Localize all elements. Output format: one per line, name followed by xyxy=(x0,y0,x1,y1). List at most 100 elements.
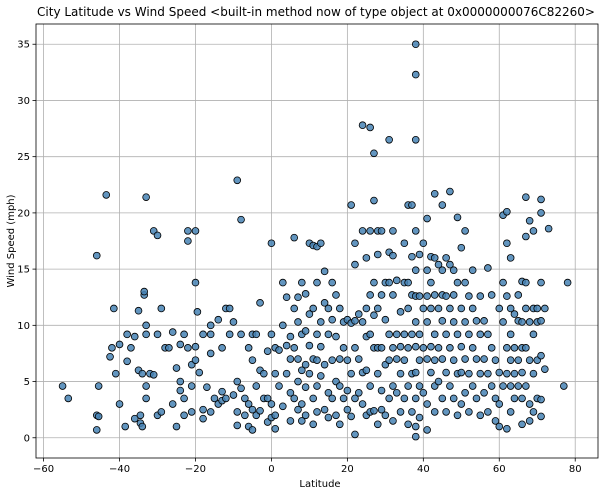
data-point xyxy=(222,394,230,403)
data-point xyxy=(537,278,545,287)
data-point xyxy=(358,121,367,129)
data-point xyxy=(343,356,352,364)
data-point xyxy=(495,304,504,313)
data-point xyxy=(332,411,340,420)
data-point xyxy=(381,315,390,324)
data-point xyxy=(298,400,306,408)
data-point xyxy=(442,292,450,300)
data-point xyxy=(392,388,401,397)
data-point xyxy=(294,318,302,326)
data-point xyxy=(313,408,321,416)
data-point xyxy=(438,394,447,403)
data-point xyxy=(533,304,542,313)
data-point xyxy=(506,408,515,416)
data-point xyxy=(206,349,215,358)
data-point xyxy=(400,330,409,339)
data-point xyxy=(286,388,295,397)
data-point xyxy=(487,291,496,299)
data-point xyxy=(541,365,549,373)
data-point xyxy=(503,369,511,378)
data-point xyxy=(419,239,428,248)
data-point xyxy=(370,278,378,287)
data-point xyxy=(449,291,458,299)
data-point xyxy=(332,291,340,299)
data-point xyxy=(309,394,318,403)
data-point xyxy=(279,402,287,411)
data-point xyxy=(229,318,238,326)
data-point xyxy=(301,290,310,298)
data-point xyxy=(320,360,329,369)
data-point xyxy=(461,355,469,363)
data-point xyxy=(518,318,526,326)
data-point xyxy=(430,356,439,364)
data-point xyxy=(354,355,363,363)
data-point xyxy=(275,382,283,390)
data-point xyxy=(305,310,314,318)
data-point xyxy=(282,341,291,350)
data-point xyxy=(358,227,367,235)
data-point xyxy=(514,382,523,390)
data-point xyxy=(294,377,302,386)
data-point xyxy=(335,420,344,429)
data-point xyxy=(142,193,150,201)
data-point xyxy=(434,344,443,352)
data-point xyxy=(522,232,530,241)
data-point xyxy=(449,356,458,364)
data-point xyxy=(127,344,135,352)
data-point xyxy=(411,342,420,351)
data-point xyxy=(518,394,526,403)
data-point xyxy=(115,340,124,349)
data-point xyxy=(237,330,245,339)
data-point xyxy=(381,411,390,420)
data-point xyxy=(366,382,374,390)
data-point xyxy=(377,386,386,395)
data-point xyxy=(491,394,500,403)
data-point xyxy=(343,405,352,414)
data-point xyxy=(271,424,280,433)
data-point xyxy=(290,344,299,352)
data-point xyxy=(430,254,439,262)
data-point xyxy=(411,266,420,275)
data-point xyxy=(438,317,447,325)
data-point xyxy=(518,420,526,429)
data-point xyxy=(404,304,412,313)
data-point xyxy=(404,382,412,390)
data-point xyxy=(279,321,287,330)
x-tick-label: −60 xyxy=(33,464,54,475)
data-point xyxy=(328,394,336,403)
data-point xyxy=(218,387,226,396)
x-tick-label: 80 xyxy=(569,464,582,475)
data-point xyxy=(385,356,393,364)
data-point xyxy=(157,304,166,313)
data-point xyxy=(503,239,511,248)
data-point xyxy=(210,394,219,403)
data-point xyxy=(58,382,67,390)
data-point xyxy=(142,321,150,330)
data-point xyxy=(434,260,443,269)
data-point xyxy=(191,356,200,364)
data-point xyxy=(522,278,530,287)
data-point xyxy=(263,347,272,355)
data-point xyxy=(449,266,458,275)
data-point xyxy=(468,344,477,352)
data-point xyxy=(396,408,405,416)
y-tick-label: 5 xyxy=(24,377,30,388)
data-point xyxy=(358,400,367,408)
data-point xyxy=(298,417,306,425)
data-point xyxy=(480,355,488,363)
data-point xyxy=(168,400,177,408)
data-point xyxy=(510,394,519,403)
data-point xyxy=(396,369,405,378)
data-point xyxy=(206,330,215,339)
data-point xyxy=(457,342,466,351)
data-point xyxy=(138,369,147,378)
data-point xyxy=(370,406,378,415)
data-point xyxy=(430,189,439,198)
data-point xyxy=(366,123,374,132)
x-tick-label: 20 xyxy=(341,464,354,475)
data-point xyxy=(347,369,355,378)
data-point xyxy=(354,310,363,318)
data-point xyxy=(252,330,261,339)
data-point xyxy=(396,308,405,316)
data-point xyxy=(537,395,545,404)
